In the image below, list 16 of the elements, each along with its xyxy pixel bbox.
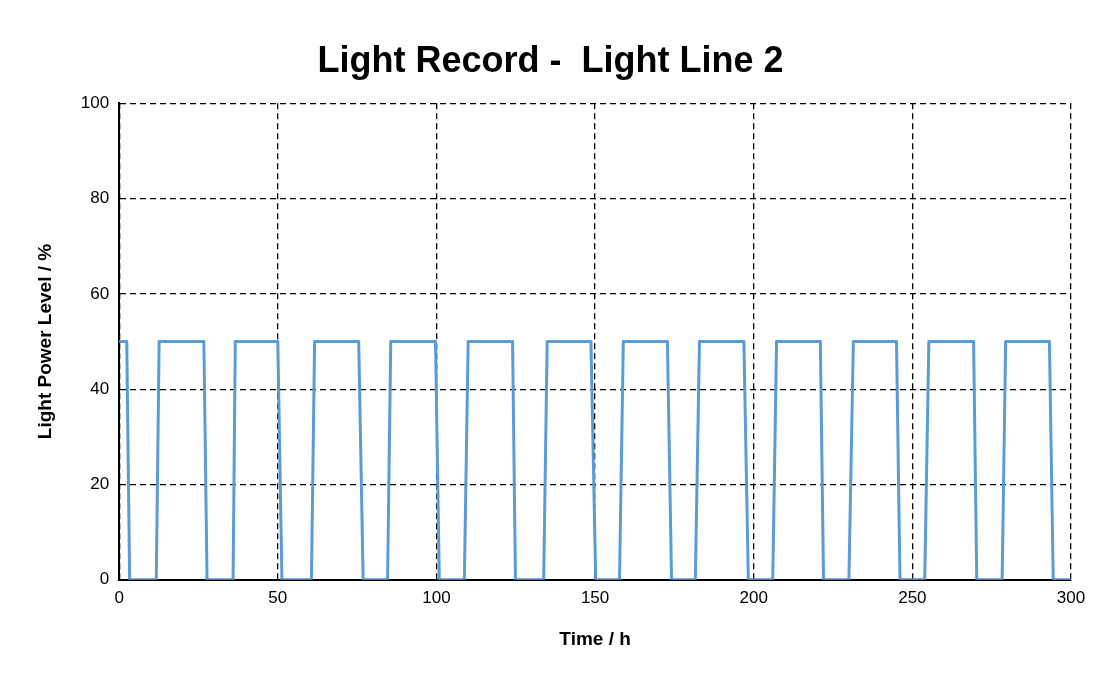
x-tick-label: 0 (114, 587, 124, 607)
x-tick-label: 150 (580, 587, 610, 607)
x-axis-title: Time / h (559, 627, 631, 649)
x-tick-label: 200 (739, 587, 768, 607)
y-tick-label: 20 (90, 474, 110, 494)
x-tick-label: 250 (898, 587, 927, 607)
x-tick-label: 300 (1056, 587, 1086, 607)
y-tick-label: 0 (99, 569, 110, 589)
y-tick-label: 80 (90, 188, 110, 208)
y-tick-label: 100 (80, 92, 110, 112)
y-tick-label: 60 (90, 283, 110, 303)
x-tick-label: 50 (268, 587, 288, 607)
x-tick-label: 100 (422, 587, 451, 607)
y-tick-label: 40 (90, 378, 110, 398)
chart-title: Light Record - Light Line 2 (317, 38, 784, 80)
y-axis-title: Light Power Level / % (33, 243, 55, 440)
